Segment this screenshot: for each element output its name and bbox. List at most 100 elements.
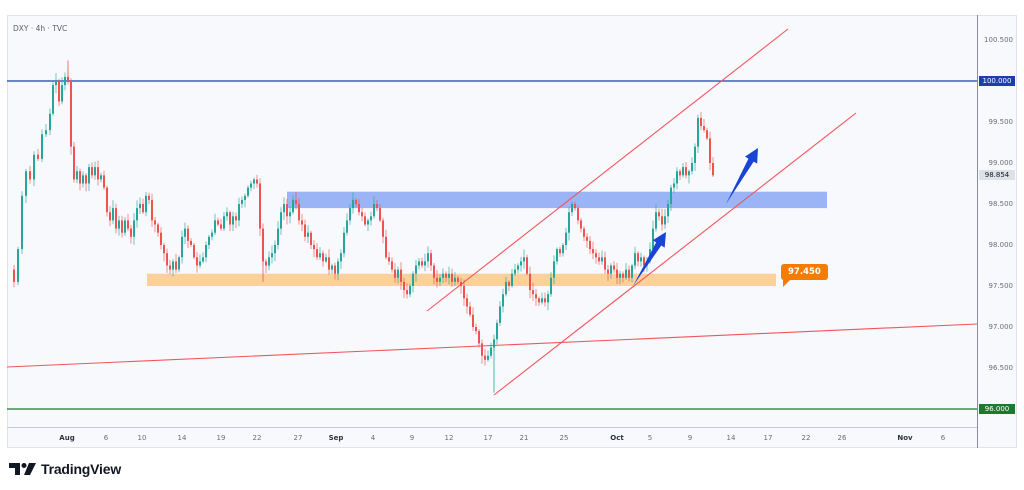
candle-body [469,306,471,315]
candle-body [592,249,594,254]
candle-body [634,253,636,266]
candle-body [583,228,585,237]
candle-body [580,220,582,229]
candle-body [544,298,546,303]
candle-body [388,257,390,262]
candle-body [109,212,111,221]
candle-body [310,232,312,245]
candle-body [154,220,156,225]
time-tick-label: 6 [103,434,109,442]
candle-body [673,183,675,188]
candle-body [466,298,468,307]
candle-body [406,290,408,295]
time-tick-label: Sep [328,434,344,442]
support-price-badge: 96.000 [979,404,1015,414]
long-trendline [7,323,977,368]
tradingview-logo: TradingView [9,461,121,477]
candle-body [454,277,456,282]
chart-plot-area[interactable] [7,15,977,427]
candle-body [115,208,117,229]
candle-body [136,208,138,221]
candle-body [562,245,564,254]
candle-body [202,257,204,262]
candle-body [52,85,54,114]
candle-body [292,199,294,213]
candle-body [703,126,705,131]
candle-body [439,277,441,282]
price-tick-label: 97.000 [988,323,1014,331]
candle-body [553,261,555,278]
candle-body [598,257,600,262]
candle-body [475,327,477,332]
candle-body [253,179,255,184]
candle-body [397,269,399,278]
candle-body [274,245,276,254]
candle-body [322,253,324,262]
candle-body [358,204,360,213]
candle-body [589,240,591,250]
candle-body [208,236,210,245]
candle-body [529,273,531,291]
candle-body [262,228,264,262]
candle-body [571,204,573,213]
candle-body [688,171,690,176]
candle-body [166,253,168,266]
price-tick-label: 96.500 [988,364,1014,372]
candle-body [706,130,708,139]
candle-body [490,347,492,356]
candle-body [133,220,135,237]
candle-body [145,195,147,213]
candle-body [17,249,19,282]
candle-body [601,257,603,262]
candle-body [103,175,105,188]
candle-body [286,204,288,217]
candle-body [652,228,654,250]
candle-body [670,187,672,204]
candle-body [29,171,31,180]
candle-body [691,163,693,172]
candle-body [232,216,234,225]
candle-body [45,130,47,135]
symbol-title: DXY · 4h · TVC [13,24,68,33]
candle-body [331,265,333,270]
candle-body [484,355,486,360]
candle-body [613,265,615,270]
candle-body [25,171,27,196]
candle-body [130,228,132,237]
arrows-layer [633,148,758,286]
trend-arrow-icon [633,232,666,286]
candle-body [496,322,498,340]
candle-body [178,257,180,270]
candle-body [76,171,78,180]
candle-body [664,216,666,225]
candle-body [421,261,423,266]
candle-body [400,269,402,282]
orange-support-zone [147,273,776,286]
candle-body [112,208,114,221]
candle-body [595,253,597,258]
candle-body [694,146,696,163]
time-axis[interactable]: Aug 6 10 14 19 22 27 Sep 4 9 12 17 21 25 Oct 5 9 14 17 22 26… [7,427,977,448]
candle-body [472,314,474,327]
candle-body [298,204,300,221]
time-tick-label: 14 [177,434,187,442]
candle-body [352,199,354,209]
price-axis[interactable]: 100.500 100.000 99.500 99.000 98.854 98.500 98… [977,15,1017,448]
candle-body [91,167,93,176]
candle-body [502,294,504,307]
price-tick-label: 98.000 [988,241,1014,249]
candle-body [64,76,66,86]
resistance-price-badge: 100.000 [979,76,1015,86]
candle-body [547,294,549,303]
candle-body [250,183,252,188]
candle-body [223,216,225,229]
time-tick-label: 9 [409,434,415,442]
candle-body [415,265,417,274]
candle-body [505,281,507,295]
candle-body [511,273,513,286]
candle-body [271,253,273,258]
candle-body [88,167,90,184]
candle-body [313,245,315,250]
candle-body [463,286,465,299]
candle-body [700,117,702,127]
